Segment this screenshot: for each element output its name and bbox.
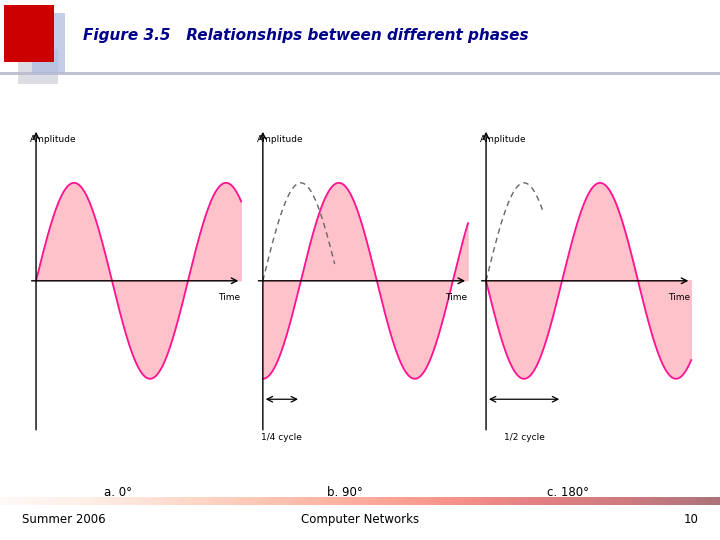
Text: 1/2 cycle: 1/2 cycle [503,433,544,442]
Text: b. 90°: b. 90° [327,486,363,499]
Text: Figure 3.5   Relationships between different phases: Figure 3.5 Relationships between differe… [83,28,528,43]
Text: Time: Time [668,293,690,301]
Text: Amplitude: Amplitude [257,135,303,144]
Text: Amplitude: Amplitude [30,135,76,144]
Text: 10: 10 [683,513,698,526]
Text: Time: Time [218,293,240,301]
Text: Amplitude: Amplitude [480,135,526,144]
Text: Summer 2006: Summer 2006 [22,513,105,526]
Text: Computer Networks: Computer Networks [301,513,419,526]
Text: a. 0°: a. 0° [104,486,132,499]
Text: Time: Time [445,293,467,301]
Text: 1/4 cycle: 1/4 cycle [261,433,302,442]
Text: c. 180°: c. 180° [547,486,589,499]
